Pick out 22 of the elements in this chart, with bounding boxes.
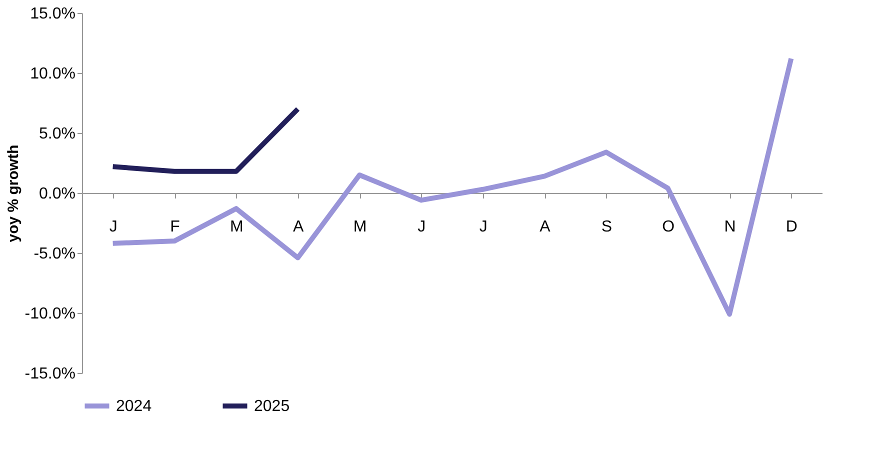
x-tick-label: S [601, 218, 612, 236]
x-tick-label: M [353, 218, 367, 236]
x-tick-label: A [292, 218, 304, 236]
legend-label: 2024 [116, 398, 152, 415]
legend-label: 2025 [254, 398, 290, 415]
x-tick-label: M [230, 218, 244, 236]
x-tick-label: J [109, 218, 118, 236]
y-tick-label: -5.0% [34, 246, 76, 262]
x-tick-label: O [662, 218, 675, 236]
y-tick-label: 5.0% [39, 126, 76, 142]
x-tick-label: J [479, 218, 488, 236]
y-tick-label: 0.0% [39, 186, 76, 202]
x-tick-label: J [418, 218, 426, 236]
y-tick-label: -10.0% [24, 306, 76, 322]
x-tick-label: A [540, 218, 551, 236]
y-tick-label: -15.0% [24, 366, 76, 382]
x-tick-label: F [170, 218, 180, 236]
y-tick-label: 15.0% [30, 6, 76, 22]
x-tick-label: D [786, 218, 798, 236]
x-tick-label: N [724, 218, 736, 236]
y-tick-label: 10.0% [30, 66, 76, 82]
y-axis-title: yoy % growth [4, 144, 22, 242]
